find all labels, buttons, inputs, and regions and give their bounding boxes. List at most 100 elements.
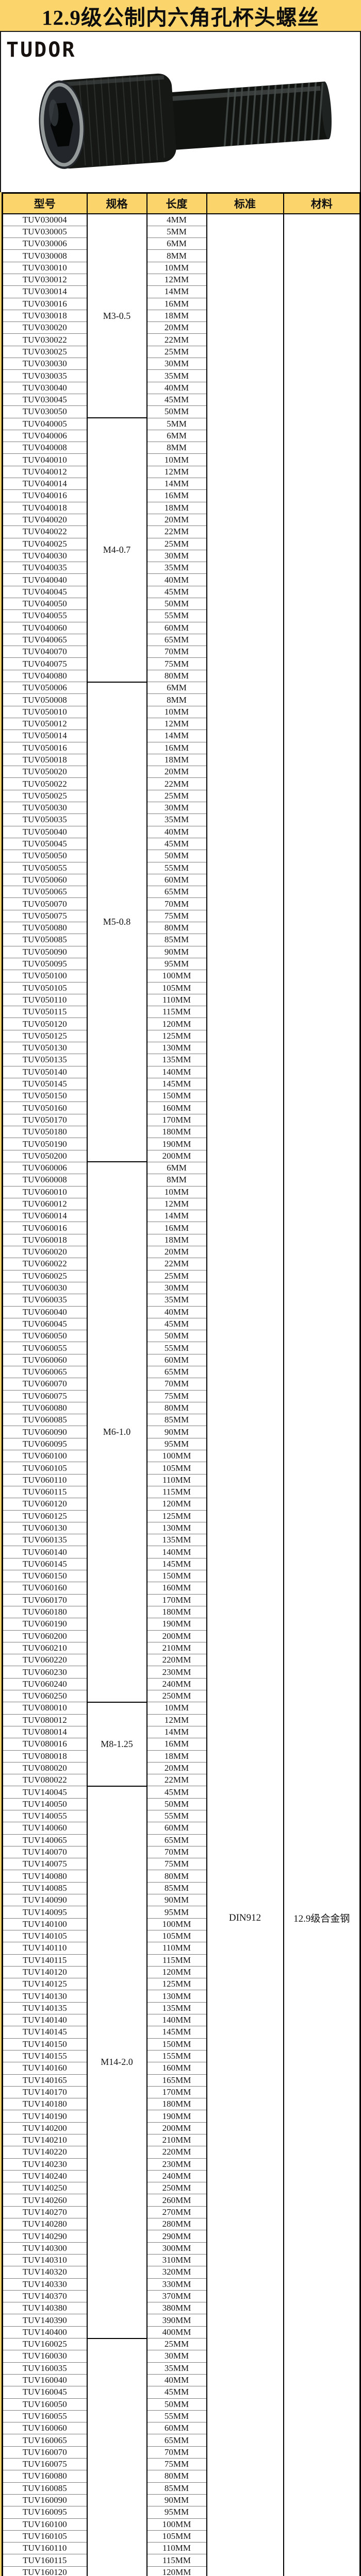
model-cell: TUV050135	[2, 1054, 88, 1066]
length-cell: 170MM	[146, 1113, 207, 1126]
table-row: TUV060120 120MM	[2, 1498, 360, 1511]
table-row: TUV050006 M5-0.8 6MM	[2, 681, 360, 1162]
length-cell: 170MM	[146, 2086, 207, 2098]
table-row: TUV140135 135MM	[2, 2002, 360, 2014]
length-cell: 125MM	[146, 1978, 207, 1990]
table-row: TUV140085 85MM	[2, 1882, 360, 1894]
length-cell: 65MM	[146, 633, 207, 646]
table-row: TUV140050 50MM	[2, 1798, 360, 1810]
table-row: TUV160095 95MM	[2, 2506, 360, 2518]
model-cell: TUV050025	[2, 789, 88, 802]
length-cell: 145MM	[146, 2026, 207, 2039]
table-row: TUV030004 M3-0.5 4MM DIN912 12.9级合金钢	[2, 213, 361, 2576]
length-cell: 140MM	[146, 1065, 207, 1078]
model-cell: TUV140135	[2, 2002, 88, 2014]
length-cell: 50MM	[146, 850, 207, 862]
model-cell: TUV050120	[2, 1018, 88, 1030]
table-row: TUV160075 75MM	[2, 2458, 360, 2470]
length-cell: 95MM	[146, 1906, 207, 1919]
model-cell: TUV030014	[2, 285, 88, 298]
length-cell: 180MM	[146, 1126, 207, 1138]
model-cell: TUV050018	[2, 753, 88, 766]
length-cell: 155MM	[146, 2049, 207, 2062]
length-cell: 135MM	[146, 1534, 207, 1546]
model-cell: TUV050060	[2, 873, 88, 886]
table-row: TUV080010 M8-1.25 10MM	[2, 1701, 360, 1786]
model-cell: TUV050200	[2, 1149, 88, 1162]
table-row: TUV060020 20MM	[2, 1246, 360, 1258]
table-row: TUV030050 50MM	[2, 405, 360, 418]
table-row: TUV060008 8MM	[2, 1174, 360, 1187]
length-cell: 150MM	[146, 2038, 207, 2050]
length-cell: 14MM	[146, 1210, 207, 1222]
model-cell: TUV050022	[2, 777, 88, 790]
model-cell: TUV140170	[2, 2086, 88, 2098]
table-row: TUV060022 22MM	[2, 1258, 360, 1270]
length-cell: 300MM	[146, 2242, 207, 2255]
table-row: TUV050140 140MM	[2, 1065, 360, 1078]
col-header-material: 材料	[283, 192, 361, 214]
table-row: TUV080014 14MM	[2, 1725, 360, 1738]
model-cell: TUV060060	[2, 1353, 88, 1366]
model-cell: TUV050145	[2, 1077, 88, 1090]
model-cell: TUV060190	[2, 1618, 88, 1631]
model-cell: TUV140190	[2, 2110, 88, 2123]
model-cell: TUV160045	[2, 2386, 88, 2399]
length-cell: 90MM	[146, 1894, 207, 1906]
model-cell: TUV140160	[2, 2062, 88, 2075]
table-row: TUV030035 35MM	[2, 369, 360, 382]
length-cell: 70MM	[146, 646, 207, 658]
table-row: TUV140370 370MM	[2, 2290, 360, 2302]
length-cell: 70MM	[146, 1378, 207, 1391]
table-row: TUV140060 60MM	[2, 1822, 360, 1835]
model-cell: TUV060055	[2, 1342, 88, 1354]
length-cell: 230MM	[146, 1666, 207, 1679]
table-row: TUV040020 20MM	[2, 513, 360, 526]
length-cell: 320MM	[146, 2266, 207, 2279]
table-row: TUV040030 30MM	[2, 549, 360, 562]
table-row: TUV060250 250MM	[2, 1690, 360, 1702]
model-cell: TUV050190	[2, 1138, 88, 1150]
model-cell: TUV080022	[2, 1774, 88, 1786]
length-cell: 55MM	[146, 1809, 207, 1822]
table-row: TUV060014 14MM	[2, 1210, 360, 1222]
length-cell: 75MM	[146, 657, 207, 670]
table-row: TUV050035 35MM	[2, 814, 360, 826]
length-cell: 10MM	[146, 1702, 207, 1715]
model-cell: TUV060006	[2, 1161, 88, 1174]
length-cell: 18MM	[146, 309, 207, 322]
length-cell: 22MM	[146, 526, 207, 538]
table-row: TUV060105 105MM	[2, 1462, 360, 1475]
length-cell: 120MM	[146, 1498, 207, 1511]
spec-cell: M5-0.8	[86, 681, 147, 1162]
table-row: TUV060200 200MM	[2, 1630, 360, 1642]
table-row: TUV080022 22MM	[2, 1774, 360, 1786]
table-row: TUV140125 125MM	[2, 1978, 360, 1990]
table-row: TUV060110 110MM	[2, 1473, 360, 1486]
model-cell: TUV030005	[2, 225, 88, 238]
model-cell: TUV030045	[2, 393, 88, 406]
model-cell: TUV060200	[2, 1630, 88, 1642]
length-cell: 16MM	[146, 1738, 207, 1750]
model-cell: TUV030020	[2, 321, 88, 334]
model-cell: TUV040020	[2, 513, 88, 526]
model-cell: TUV140065	[2, 1834, 88, 1846]
table-row: TUV140100 100MM	[2, 1918, 360, 1930]
model-cell: TUV050180	[2, 1126, 88, 1138]
table-row: TUV050050 50MM	[2, 850, 360, 862]
table-row: TUV140210 210MM	[2, 2133, 360, 2146]
table-row: TUV060190 190MM	[2, 1618, 360, 1631]
model-cell: TUV060180	[2, 1605, 88, 1618]
table-row: TUV140075 75MM	[2, 1858, 360, 1870]
model-cell: TUV140140	[2, 2014, 88, 2026]
table-row: TUV040080 80MM	[2, 669, 360, 682]
table-row: TUV160105 105MM	[2, 2530, 360, 2543]
length-cell: 115MM	[146, 2554, 207, 2567]
product-photo	[21, 59, 340, 185]
length-cell: 65MM	[146, 886, 207, 898]
table-row: TUV060240 240MM	[2, 1677, 360, 1690]
model-cell: TUV050115	[2, 1006, 88, 1018]
model-cell: TUV140310	[2, 2253, 88, 2266]
table-row: TUV160100 100MM	[2, 2518, 360, 2531]
model-cell: TUV040070	[2, 646, 88, 658]
